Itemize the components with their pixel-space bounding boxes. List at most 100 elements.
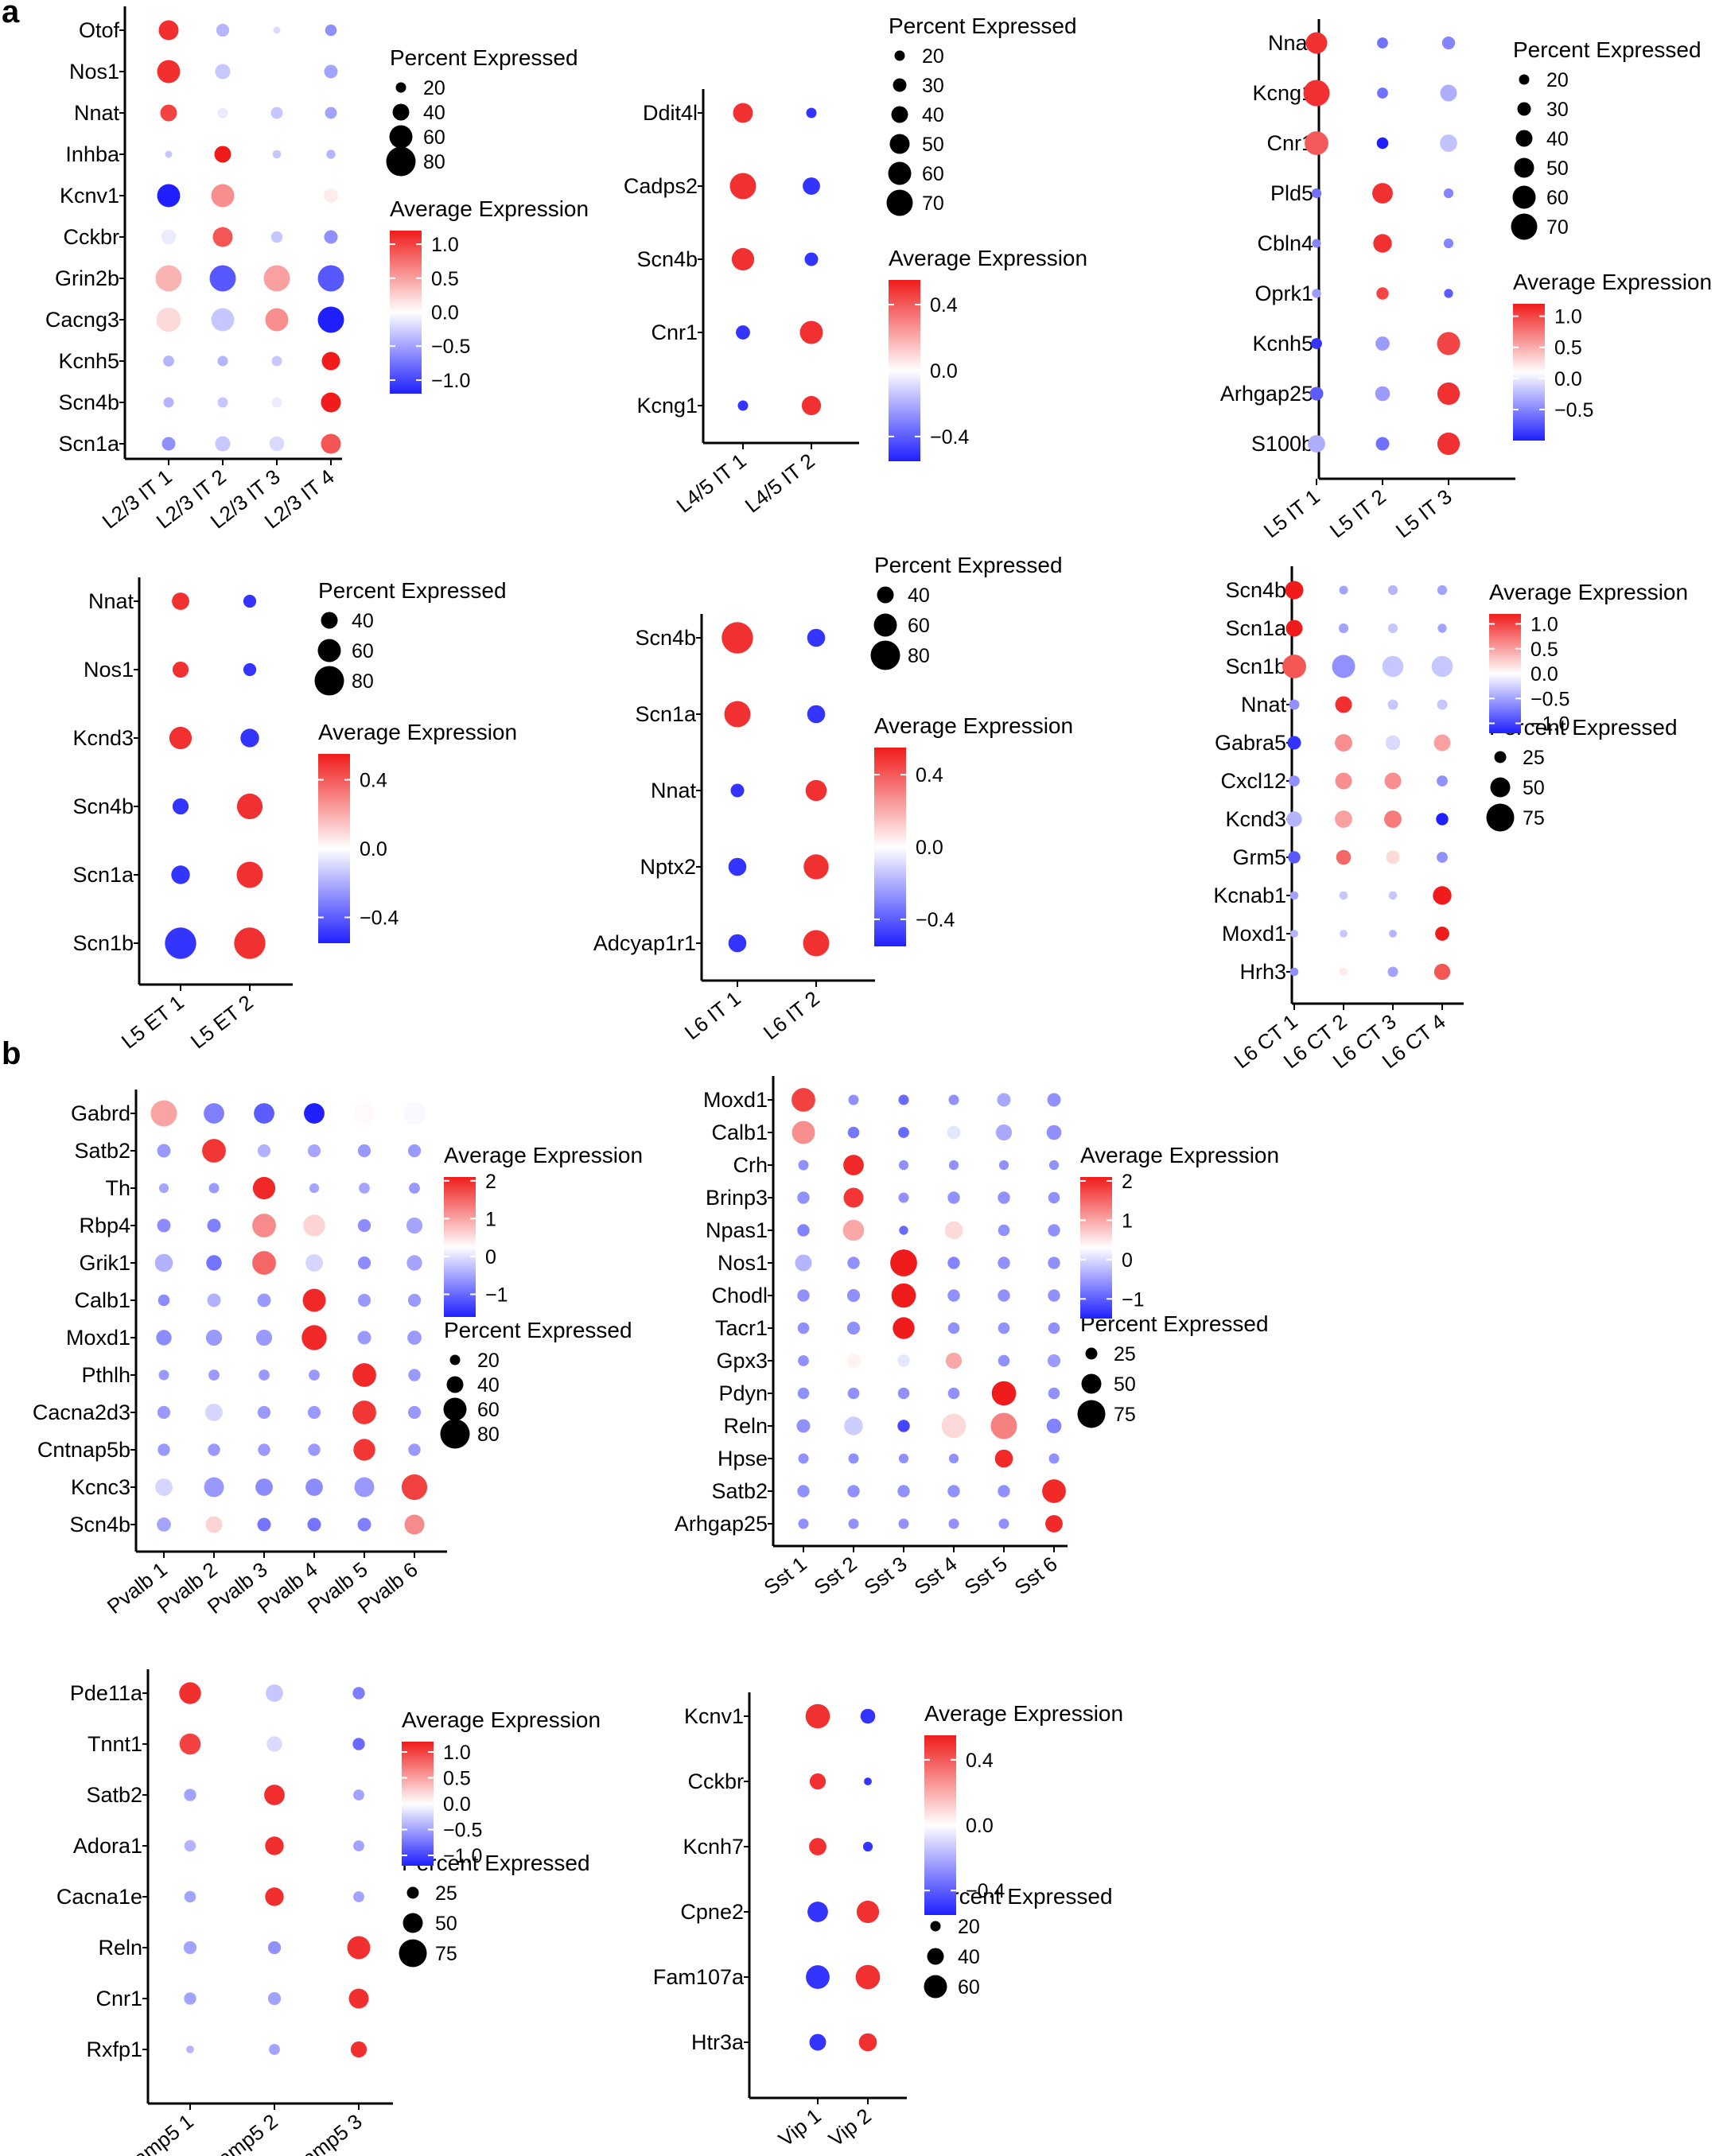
size-legend-dot	[440, 1419, 470, 1449]
size-legend-dot	[930, 1921, 941, 1932]
size-legend-dot	[392, 103, 410, 121]
dot-Nptx2-2	[803, 854, 829, 880]
dot-Cbln4-2	[1373, 234, 1392, 253]
dot-Cnr1-3	[1440, 134, 1457, 152]
dot-Tnnt1-3	[352, 1738, 365, 1750]
gene-label: Satb2	[711, 1479, 768, 1503]
dot-Inhba-3	[272, 150, 282, 159]
dot-Moxd1-2	[848, 1094, 859, 1105]
dot-Pld5-3	[1443, 188, 1454, 199]
dot-Chodl-1	[797, 1289, 810, 1302]
gene-label: Kcnh7	[683, 1835, 744, 1859]
dot-Moxd1-4	[1435, 926, 1449, 941]
color-legend-label: 0.0	[916, 837, 943, 859]
dot-Scn1b-4	[1431, 655, 1453, 678]
dot-Arhgap25-6	[1045, 1515, 1063, 1533]
color-legend-bar	[444, 1177, 476, 1317]
dot-Hpse-4	[948, 1453, 959, 1464]
dot-Brinp3-2	[843, 1187, 864, 1208]
dot-Scn1b-1	[165, 927, 196, 959]
size-legend-label: 20	[958, 1916, 980, 1938]
dot-Satb2-1	[184, 1789, 196, 1801]
dot-Brinp3-4	[947, 1191, 960, 1204]
dot-Scn4b-5	[357, 1517, 371, 1532]
dot-Satb2-3	[353, 1789, 364, 1801]
color-legend-title: Average Expression	[390, 196, 589, 221]
dot-Satb2-4	[307, 1144, 321, 1158]
dot-Hpse-1	[798, 1453, 809, 1464]
size-legend-dot	[1515, 130, 1533, 147]
dot-Kcng1-2	[801, 395, 822, 416]
size-legend-label: 40	[1546, 128, 1569, 150]
color-legend: Average Expression 2 1 0 −1	[444, 1143, 643, 1317]
dot-Crh-6	[1048, 1160, 1060, 1171]
color-legend-label: 0.4	[916, 764, 943, 787]
color-legend-label: 0.5	[443, 1768, 471, 1790]
gene-label: Reln	[723, 1414, 768, 1438]
dot-Cxcl12-2	[1335, 772, 1352, 790]
dotplot-L6CT: Scn4b Scn1a Scn1b Nnat Gabra5 Cxcl12 Kcnd3 Grm5…	[1213, 566, 1688, 1073]
dot-Nnat-3	[270, 107, 283, 119]
dot-Nos1-2	[215, 64, 231, 80]
color-legend-label: −0.4	[360, 907, 399, 930]
dot-Nnat-3	[1387, 699, 1398, 710]
dot-Nos1-2	[847, 1257, 860, 1269]
size-legend-dot	[889, 134, 910, 154]
size-legend-label: 20	[477, 1350, 500, 1372]
dot-Moxd1-5	[997, 1093, 1011, 1107]
dotplot-Vip: Kcnv1 Cckbr Kcnh7 Cpne2 Fam107a Htr3a Vip 1Vip…	[653, 1692, 1123, 2151]
gene-label: Kcng1	[1252, 81, 1313, 105]
dot-Pld5-1	[1311, 188, 1322, 199]
color-legend-title: Average Expression	[1489, 580, 1688, 604]
dot-Scn1a-1	[724, 701, 751, 728]
dot-Arhgap25-5	[998, 1518, 1009, 1529]
cluster-label: L6 IT 1	[680, 986, 745, 1044]
dot-Satb2-3	[257, 1144, 271, 1158]
dot-Nos1-2	[243, 662, 257, 677]
dot-Scn1a-4	[1437, 623, 1447, 633]
size-legend-label: 40	[908, 585, 930, 607]
dot-Gpx3-6	[1047, 1354, 1061, 1368]
dot-Scn1b-3	[1382, 655, 1404, 678]
gene-label: Tnnt1	[88, 1732, 142, 1756]
dot-Pde11a-3	[352, 1687, 365, 1700]
size-legend-dot	[1085, 1347, 1098, 1360]
dot-Kcnab1-4	[1433, 886, 1452, 905]
color-legend-label: −0.4	[966, 1880, 1005, 1902]
size-legend: Percent Expressed 40 60 80	[314, 578, 507, 696]
dot-Reln-2	[844, 1416, 863, 1435]
dot-Nnat-1	[172, 592, 189, 610]
cluster-label: L4/5 IT 2	[741, 449, 819, 518]
gene-label: Gabra5	[1215, 731, 1286, 755]
dot-Calb1-3	[898, 1127, 909, 1138]
color-legend-label: −0.4	[930, 426, 969, 449]
dot-Scn1a-2	[236, 861, 263, 888]
dot-Gpx3-3	[897, 1354, 910, 1367]
color-legend-label: −0.5	[443, 1820, 482, 1842]
dot-Nnat-2	[243, 594, 257, 608]
dot-Moxd1-5	[357, 1331, 371, 1345]
dot-Scn4b-3	[271, 397, 282, 408]
dot-Kcnd3-1	[1286, 811, 1302, 827]
dot-Moxd1-4	[948, 1094, 959, 1105]
dot-Cacna2d3-5	[352, 1400, 376, 1424]
color-legend-title: Average Expression	[318, 720, 517, 744]
size-legend-label: 60	[958, 1976, 980, 1999]
cluster-label: L5 ET 2	[186, 990, 258, 1053]
dot-Nos1-3	[270, 65, 283, 78]
dot-Reln-1	[183, 1940, 197, 1955]
cluster-label: L5 IT 2	[1325, 484, 1390, 542]
color-legend: Average Expression 1.0 0.5 0.0 −0.5	[1513, 270, 1712, 441]
size-legend-label: 20	[1546, 69, 1569, 91]
dot-Scn4b-2	[804, 252, 819, 266]
dot-Scn4b-3	[1387, 585, 1398, 596]
gene-label: Cckbr	[687, 1769, 744, 1793]
dot-Gabrd-4	[304, 1103, 325, 1124]
dot-Arhgap25-2	[848, 1518, 859, 1529]
dot-Crh-5	[998, 1160, 1009, 1171]
dot-Pdyn-4	[947, 1387, 960, 1400]
cluster-label: Sst 2	[810, 1552, 862, 1599]
dot-Cntnap5b-6	[408, 1443, 421, 1456]
cluster-label: L5 IT 1	[1259, 484, 1324, 542]
color-legend-label: 0.5	[431, 268, 459, 290]
